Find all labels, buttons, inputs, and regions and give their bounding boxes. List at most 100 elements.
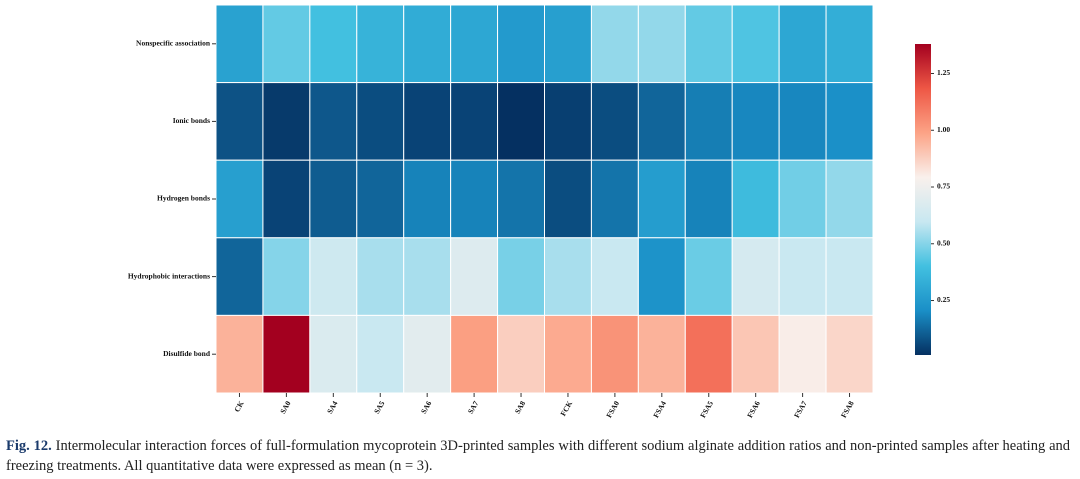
colorbar-tick-label: 0.75 xyxy=(937,182,950,191)
heatmap-cell xyxy=(497,159,546,239)
heatmap-cell xyxy=(450,159,499,239)
heatmap-cell xyxy=(590,159,639,239)
heatmap-cell xyxy=(262,159,311,239)
heatmap-cell xyxy=(403,82,452,161)
heatmap-cell xyxy=(684,237,733,316)
heatmap-cell xyxy=(309,237,358,316)
heatmap-cell xyxy=(356,237,405,316)
heatmap-cell xyxy=(215,4,264,84)
x-tick-label: FSA8 xyxy=(839,399,856,419)
heatmap-cell xyxy=(684,159,733,239)
heatmap-cell xyxy=(450,237,499,316)
x-tick-label: FSA6 xyxy=(745,399,762,419)
heatmap-cell xyxy=(637,314,686,394)
heatmap-cell xyxy=(356,4,405,84)
heatmap-cell xyxy=(825,237,874,316)
caption-text: Intermolecular interaction forces of ful… xyxy=(6,438,1071,474)
heatmap-cell xyxy=(637,4,686,84)
heatmap-cell xyxy=(215,237,264,316)
heatmap-cell xyxy=(778,237,827,316)
heatmap-cell xyxy=(262,314,311,394)
heatmap-cell xyxy=(637,237,686,316)
heatmap-cell xyxy=(731,159,780,239)
y-tick-label: Nonspecific association xyxy=(136,39,211,48)
heatmap-cell xyxy=(403,314,452,394)
heatmap-cell xyxy=(778,4,827,84)
heatmap-cell xyxy=(215,159,264,239)
heatmap-cell xyxy=(637,159,686,239)
heatmap-cell xyxy=(262,237,311,316)
heatmap-cell xyxy=(590,4,639,84)
heatmap-cell xyxy=(637,82,686,161)
heatmap-cell xyxy=(497,314,546,394)
heatmap-cell xyxy=(450,314,499,394)
heatmap-cell xyxy=(497,82,546,161)
heatmap-cell xyxy=(684,314,733,394)
heatmap-cell xyxy=(215,314,264,394)
heatmap-cell xyxy=(825,159,874,239)
caption-label: Fig. 12. xyxy=(6,438,52,454)
heatmap-cell xyxy=(825,4,874,84)
x-tick-label: FSA7 xyxy=(792,399,809,419)
x-tick-label: FSA4 xyxy=(651,399,668,419)
heatmap-cell xyxy=(590,82,639,161)
y-tick-label: Disulfide bond xyxy=(163,349,211,358)
heatmap-cell xyxy=(450,82,499,161)
heatmap-cell xyxy=(590,314,639,394)
heatmap-cell xyxy=(309,159,358,239)
heatmap-cell xyxy=(544,159,592,239)
heatmap-cell xyxy=(544,237,592,316)
heatmap-cell xyxy=(731,4,780,84)
x-tick-label: FSA0 xyxy=(604,399,621,419)
heatmap-cell xyxy=(403,4,452,84)
heatmap-cell xyxy=(684,4,733,84)
heatmap-cell xyxy=(778,159,827,239)
heatmap-cell xyxy=(544,4,592,84)
x-tick-label: SA8 xyxy=(513,399,528,415)
y-tick-label: Hydrogen bonds xyxy=(157,194,210,203)
heatmap-cell xyxy=(215,82,264,161)
heatmap-cell xyxy=(262,82,311,161)
heatmap-cell xyxy=(497,4,546,84)
heatmap-cell xyxy=(309,4,358,84)
heatmap-cell xyxy=(403,159,452,239)
heatmap-cell xyxy=(309,82,358,161)
heatmap-cell xyxy=(731,314,780,394)
x-tick-label: CK xyxy=(232,399,246,413)
y-tick-label: Ionic bonds xyxy=(173,116,210,125)
colorbar-tick-label: 0.25 xyxy=(937,295,950,304)
colorbar-tick-label: 1.25 xyxy=(937,68,950,77)
x-tick-label: SA0 xyxy=(278,399,293,415)
colorbar-tick-label: 0.50 xyxy=(937,238,950,247)
colorbar xyxy=(915,44,931,355)
x-tick-label: FCK xyxy=(558,399,574,417)
x-tick-label: SA5 xyxy=(372,399,387,415)
x-tick-label: SA4 xyxy=(325,399,340,415)
caption: Fig. 12. Intermolecular interaction forc… xyxy=(6,436,1070,476)
heatmap-cell xyxy=(356,82,405,161)
heatmap-cell xyxy=(309,314,358,394)
heatmap-cell xyxy=(778,314,827,394)
chart: Nonspecific association Ionic bonds Hydrog… xyxy=(128,4,950,419)
heatmap-cell xyxy=(262,4,311,84)
heatmap-cell xyxy=(403,237,452,316)
heatmap-cell xyxy=(825,82,874,161)
heatmap-cell xyxy=(684,82,733,161)
heatmap-cell xyxy=(731,237,780,316)
colorbar-tick-label: 1.00 xyxy=(937,125,950,134)
y-tick-label: Hydrophobic interactions xyxy=(128,271,210,280)
heatmap-cell xyxy=(731,82,780,161)
heatmap-cell xyxy=(590,237,639,316)
heatmap-cell xyxy=(544,314,592,394)
x-tick-label: SA7 xyxy=(466,399,481,415)
heatmap-cell xyxy=(356,159,405,239)
heatmap-cell xyxy=(778,82,827,161)
x-tick-label: SA6 xyxy=(419,399,434,415)
heatmap-cell xyxy=(450,4,499,84)
heatmap-cell xyxy=(356,314,405,394)
heatmap-cell xyxy=(497,237,546,316)
heatmap-cell xyxy=(825,314,874,394)
x-tick-label: FSA5 xyxy=(698,399,715,419)
heatmap-cell xyxy=(544,82,592,161)
